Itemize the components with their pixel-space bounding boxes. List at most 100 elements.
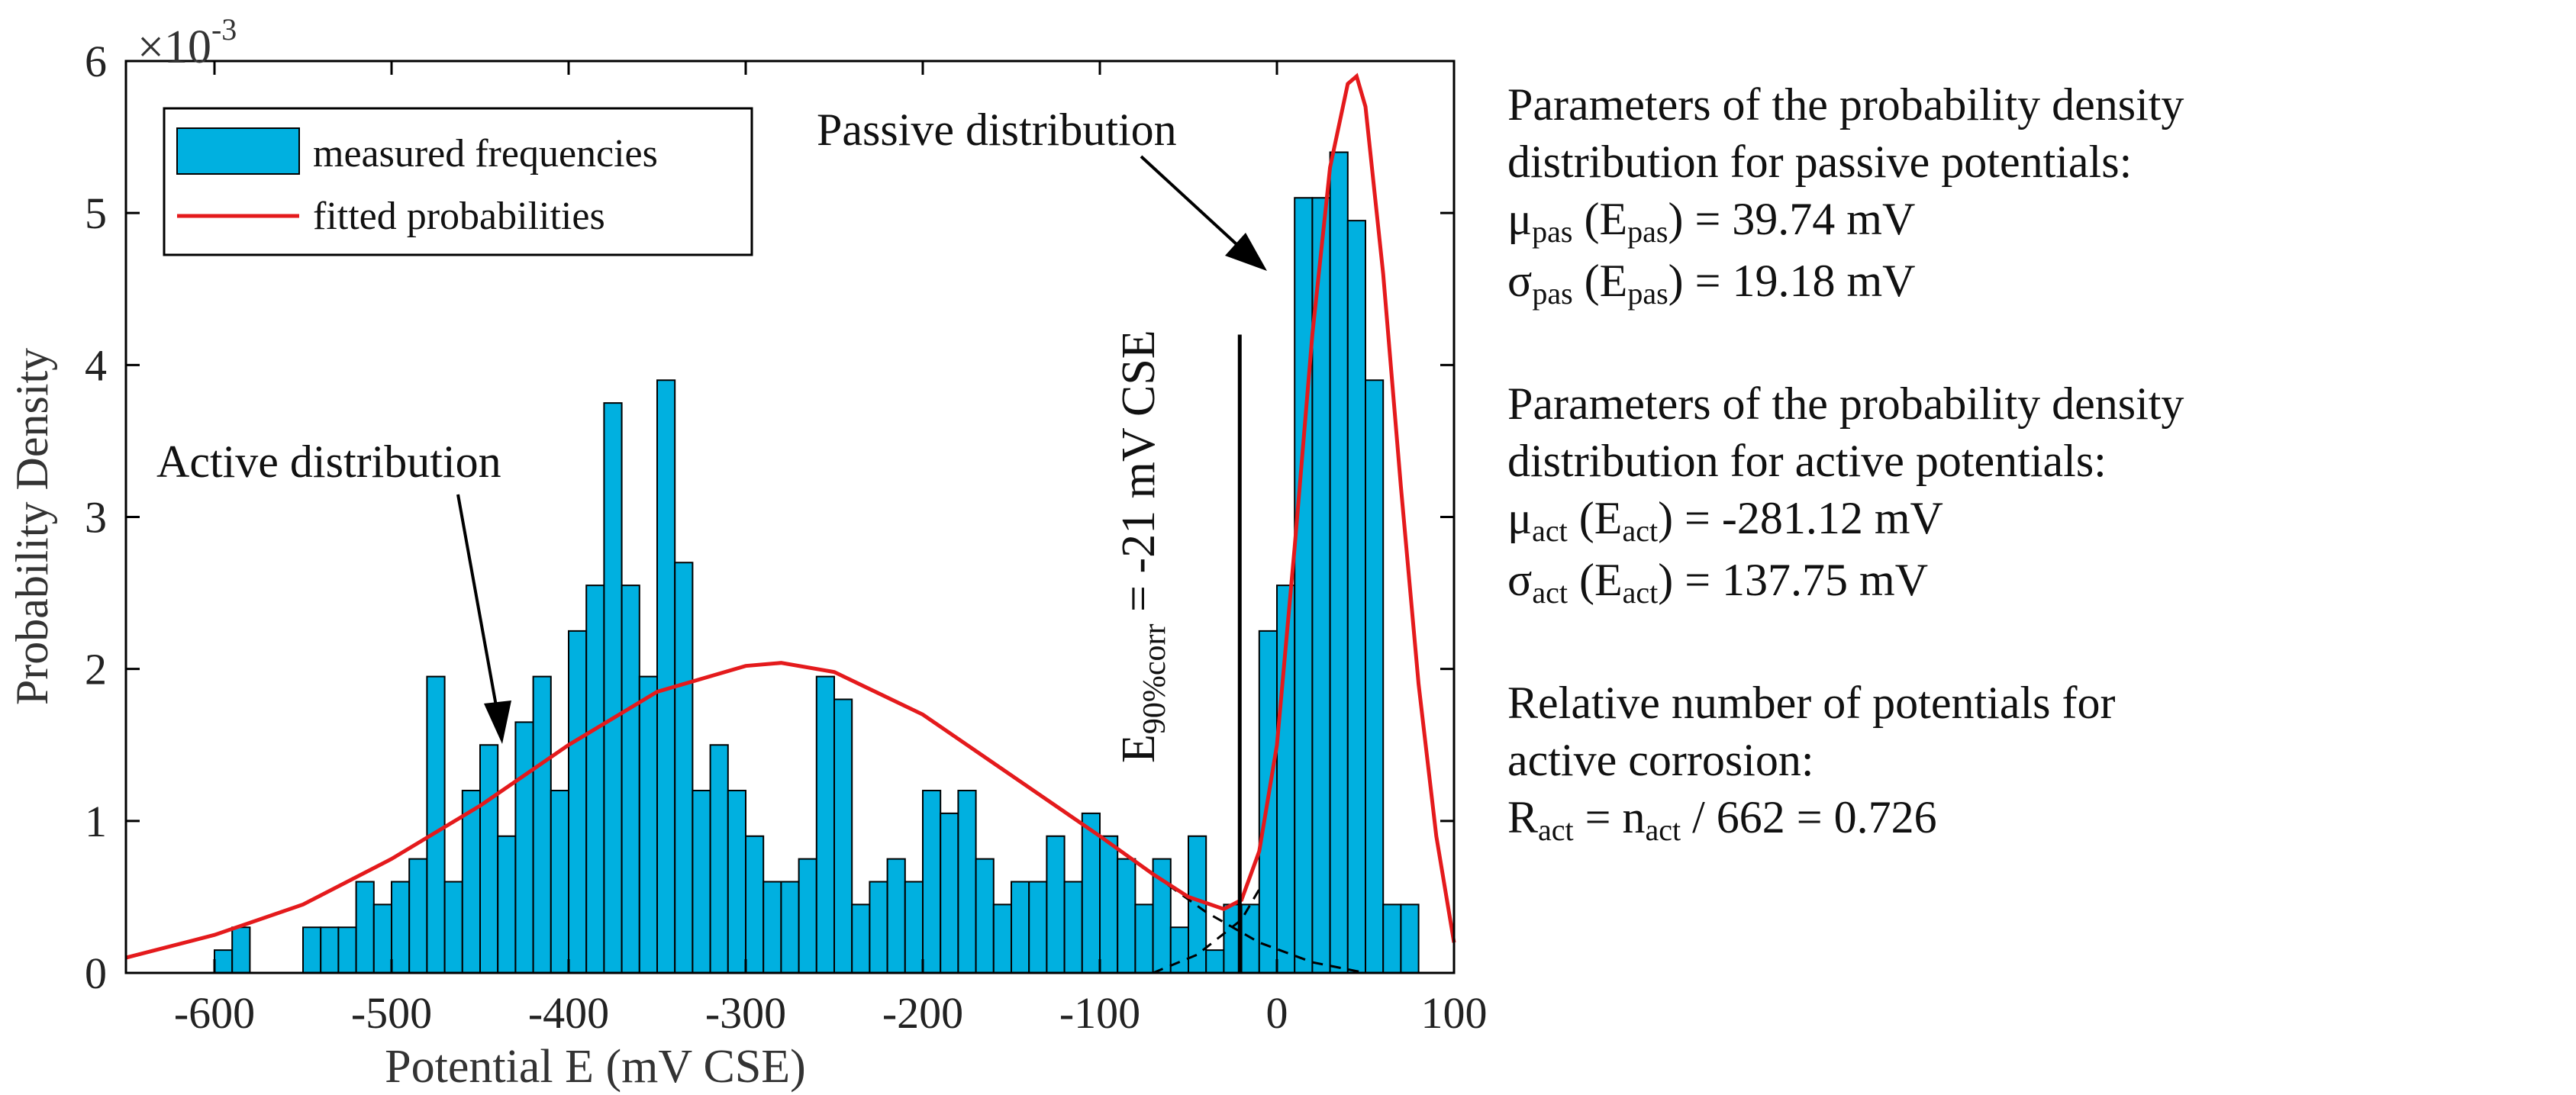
active-heading-line2: distribution for active potentials:	[1507, 436, 2107, 486]
active-arrow	[456, 494, 498, 707]
histogram-bar	[992, 903, 1013, 974]
histogram-bar	[532, 675, 552, 974]
component-tails	[1152, 873, 1366, 974]
histogram-bar	[320, 926, 340, 974]
histogram-chart: -600 -500 -400 -300 -200 -100 0 100 0 1 2 3 4 5 6 Pot…	[7, 12, 1488, 1093]
passive-heading-line2: distribution for passive potentials:	[1507, 137, 2133, 187]
histogram-bar	[692, 790, 711, 974]
histogram-bar	[762, 881, 782, 974]
histogram-bar	[1346, 220, 1367, 974]
x-tick-label: -400	[528, 988, 609, 1038]
histogram-bar	[302, 926, 322, 974]
histogram-bar	[727, 790, 746, 974]
histogram-bar	[833, 698, 853, 974]
y-axis-ticks: 0 1 2 3 4 5 6	[85, 37, 1454, 998]
active-mu: μact (Eact) = -281.12 mV	[1507, 493, 1943, 548]
histogram-bar	[1400, 903, 1420, 974]
histogram-bar	[851, 903, 871, 974]
histogram-bar	[408, 858, 428, 974]
passive-arrow	[1140, 155, 1238, 246]
histogram-bar	[214, 949, 234, 974]
histogram-bar	[355, 881, 375, 974]
x-tick-label: 0	[1266, 988, 1288, 1038]
component-tail-dashed	[1153, 888, 1261, 974]
legend-label-measured: measured frequencies	[313, 132, 658, 176]
x-tick-label: -300	[705, 988, 786, 1038]
histogram-bar	[1081, 812, 1101, 974]
relative-heading-line2: active corrosion:	[1507, 735, 1814, 785]
histogram-bar	[1169, 926, 1190, 974]
parameters-panel: Parameters of the probability density di…	[1507, 76, 2561, 912]
y-tick-label: 4	[85, 340, 107, 390]
legend-label-fitted: fitted probabilities	[313, 195, 605, 238]
histogram-bar	[1063, 881, 1083, 974]
histogram-bar	[975, 858, 995, 974]
relative-heading-line1: Relative number of potentials for	[1507, 678, 2116, 728]
x-tick-label: -500	[351, 988, 432, 1038]
active-heading-line1: Parameters of the probability density	[1507, 378, 2184, 429]
histogram-bar	[1188, 835, 1207, 974]
histogram-bar	[514, 721, 534, 974]
histogram-bar	[621, 585, 640, 974]
histogram-bar	[550, 790, 569, 974]
histogram-bar	[231, 926, 251, 974]
x-axis-ticks: -600 -500 -400 -300 -200 -100 0 100	[174, 61, 1488, 1038]
histogram-bar	[1134, 903, 1154, 974]
relative-number: Relative number of potentials for active…	[1507, 675, 2561, 851]
y-axis-label: Probability Density	[7, 348, 57, 705]
histogram-bar	[1011, 881, 1030, 974]
histogram-bar	[886, 858, 906, 974]
passive-arrowhead	[1225, 233, 1267, 271]
histogram-bar	[372, 903, 392, 974]
histogram-bar	[603, 402, 623, 974]
histogram-bar	[443, 881, 463, 974]
histogram-bar	[922, 790, 942, 974]
x-tick-label: -200	[882, 988, 963, 1038]
passive-sigma: σpas (Epas) = 19.18 mV	[1507, 256, 1916, 311]
histogram-bar	[904, 881, 924, 974]
histogram-bar	[815, 675, 836, 974]
histogram-bar	[1117, 858, 1136, 974]
histogram-bar	[709, 744, 729, 974]
active-arrowhead	[484, 700, 511, 744]
active-annotation: Active distribution	[156, 436, 501, 487]
y-tick-label: 5	[85, 188, 107, 238]
y-scale-multiplier: ×10-3	[137, 12, 237, 73]
histogram-bar	[780, 881, 800, 974]
active-parameters: Parameters of the probability density di…	[1507, 375, 2561, 614]
histogram-bar	[656, 379, 676, 974]
passive-parameters: Parameters of the probability density di…	[1507, 76, 2561, 314]
histogram-bar	[674, 562, 694, 974]
histogram-bar	[337, 926, 357, 974]
histogram-bar	[1329, 151, 1349, 974]
histogram-bar	[1099, 835, 1119, 974]
histogram-bar	[585, 585, 605, 974]
histogram-bar	[638, 675, 658, 974]
histogram-bar	[479, 744, 499, 974]
histogram-bar	[1028, 881, 1048, 974]
histogram-bar	[497, 835, 517, 974]
histogram-bar	[798, 858, 817, 974]
histogram-bar	[940, 812, 959, 974]
histogram-bar	[1294, 197, 1314, 974]
active-sigma: σact (Eact) = 137.75 mV	[1507, 555, 1929, 610]
y-tick-label: 6	[85, 37, 107, 86]
x-tick-label: 100	[1421, 988, 1488, 1038]
histogram-bar	[461, 790, 481, 974]
histogram-bar	[745, 835, 765, 974]
histogram-bar	[426, 675, 446, 974]
histogram-bar	[1046, 835, 1066, 974]
histogram-bar	[1205, 949, 1225, 974]
y-tick-label: 2	[85, 645, 107, 694]
legend-swatch-bars	[176, 127, 300, 175]
y-tick-label: 3	[85, 493, 107, 543]
passive-annotation: Passive distribution	[817, 105, 1177, 155]
x-tick-label: -600	[174, 988, 255, 1038]
legend: measured frequencies fitted probabilitie…	[163, 107, 753, 256]
histogram-bar	[1382, 903, 1402, 974]
passive-heading-line1: Parameters of the probability density	[1507, 79, 2184, 130]
threshold-annotation: E90%corr = -21 mV CSE	[1113, 330, 1172, 763]
histogram-bar	[869, 881, 888, 974]
x-axis-label: Potential E (mV CSE)	[385, 1041, 806, 1093]
histogram-bar	[1365, 379, 1385, 974]
